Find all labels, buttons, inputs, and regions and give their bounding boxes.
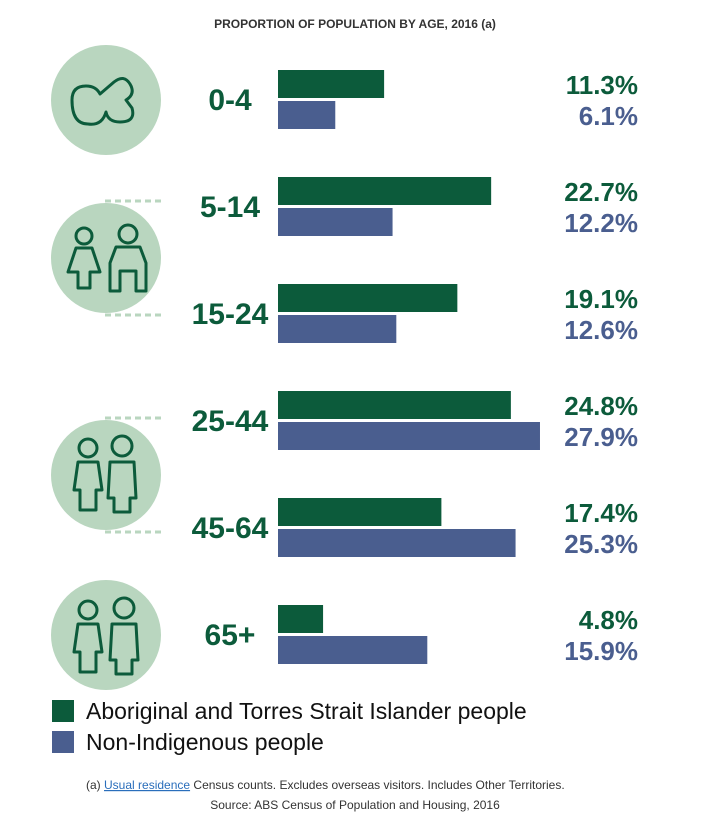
category-label: 5-14: [200, 191, 260, 224]
legend-swatch: [52, 700, 74, 722]
decorations: [51, 45, 162, 690]
chart-title: PROPORTION OF POPULATION BY AGE, 2016 (a…: [214, 17, 496, 31]
bar: [278, 101, 336, 129]
value-label: 19.1%: [564, 284, 638, 314]
value-label: 12.6%: [564, 315, 638, 345]
value-label: 4.8%: [579, 605, 638, 635]
value-label: 11.3%: [566, 70, 638, 100]
bar: [278, 315, 397, 343]
bar: [278, 529, 516, 557]
value-label: 15.9%: [564, 636, 638, 666]
value-label: 12.2%: [564, 208, 638, 238]
source: Source: ABS Census of Population and Hou…: [210, 798, 500, 812]
footnote-prefix: (a): [86, 778, 101, 792]
bar: [278, 70, 385, 98]
footnote-text: Census counts. Excludes overseas visitor…: [193, 778, 564, 792]
footnote-link[interactable]: Usual residence: [104, 778, 190, 792]
category-label: 45-64: [192, 512, 269, 545]
bar: [278, 284, 458, 312]
value-label: 25.3%: [564, 529, 638, 559]
category-label: 0-4: [208, 84, 252, 117]
category-label: 25-44: [192, 405, 269, 438]
value-label: 6.1%: [579, 101, 638, 131]
bar: [278, 422, 540, 450]
legend-swatch: [52, 731, 74, 753]
bar: [278, 177, 492, 205]
value-label: 27.9%: [564, 422, 638, 452]
legend-label: Non-Indigenous people: [86, 729, 324, 755]
value-label: 22.7%: [564, 177, 638, 207]
footnote: (a) Usual residence Census counts. Exclu…: [86, 778, 565, 792]
bar: [278, 498, 442, 526]
bar: [278, 605, 324, 633]
legend-label: Aboriginal and Torres Strait Islander pe…: [86, 698, 527, 724]
category-label: 15-24: [192, 298, 269, 331]
bar: [278, 391, 511, 419]
bar: [278, 636, 428, 664]
bar: [278, 208, 393, 236]
category-label: 65+: [205, 619, 256, 652]
value-label: 17.4%: [564, 498, 638, 528]
value-label: 24.8%: [564, 391, 638, 421]
